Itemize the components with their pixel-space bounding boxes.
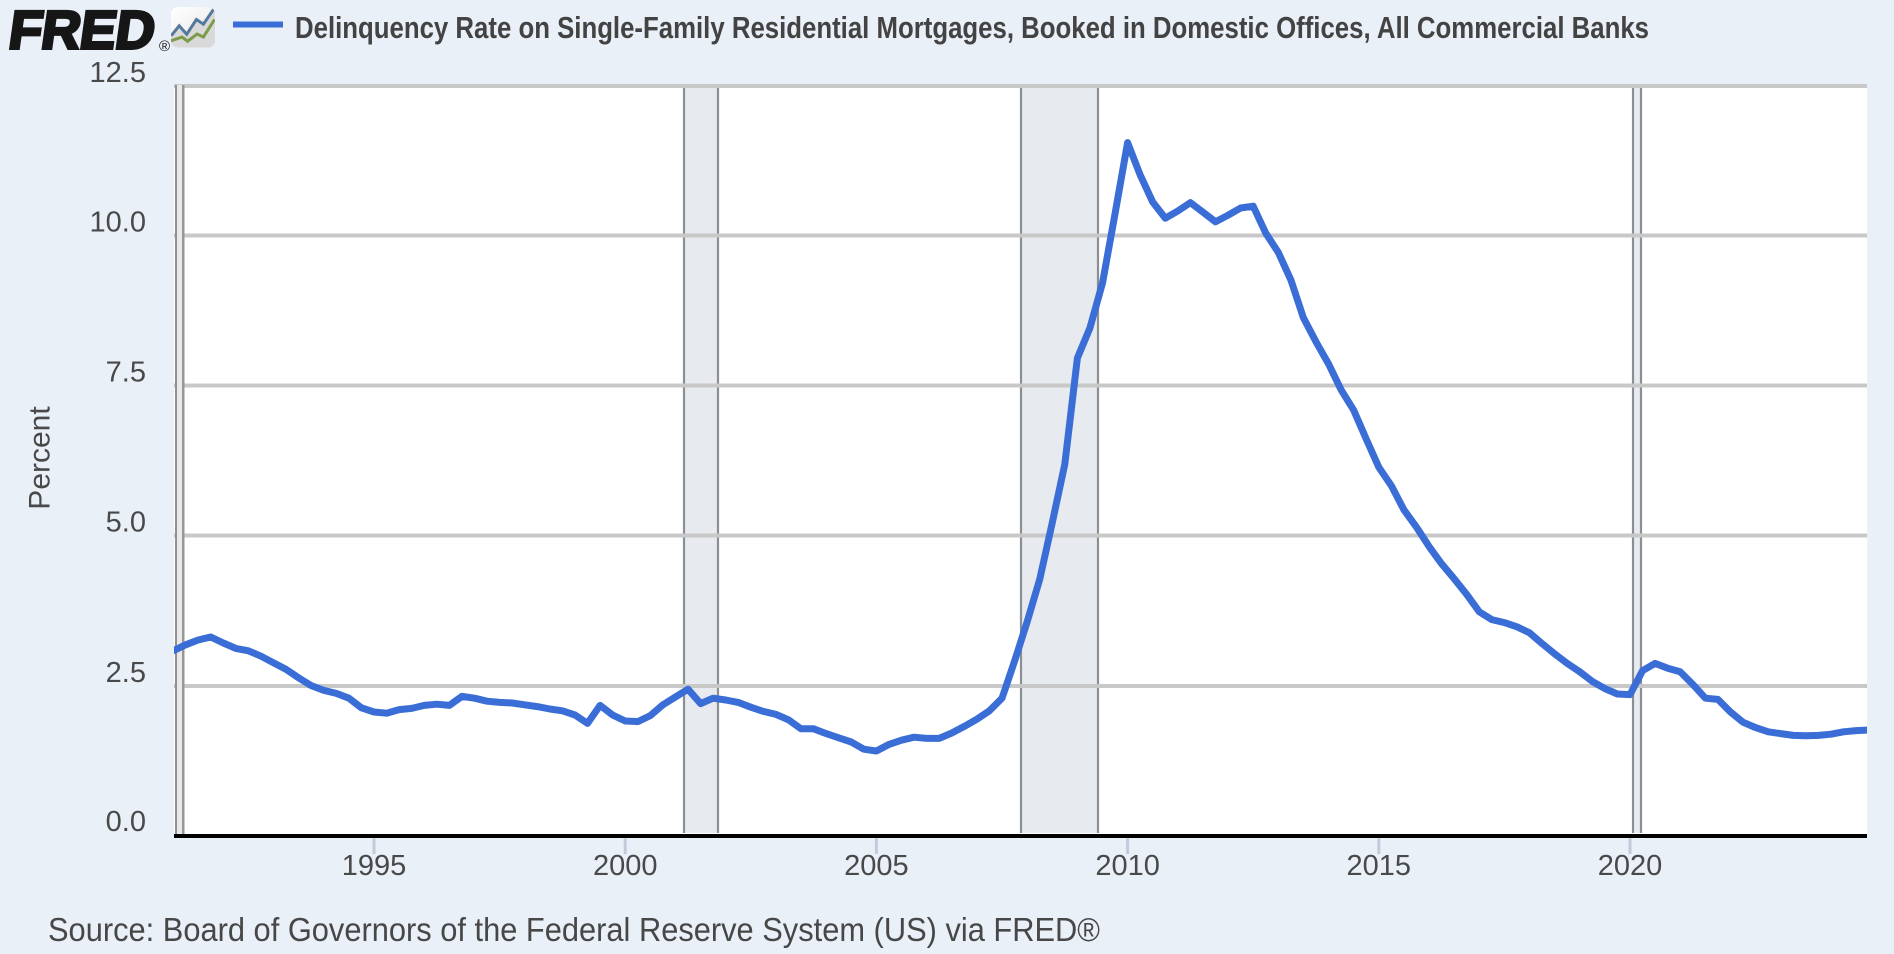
svg-text:2015: 2015 bbox=[1347, 850, 1412, 882]
svg-text:Percent: Percent bbox=[24, 406, 57, 510]
svg-text:7.5: 7.5 bbox=[106, 357, 146, 389]
svg-text:2020: 2020 bbox=[1598, 850, 1663, 882]
svg-text:5.0: 5.0 bbox=[106, 507, 146, 539]
svg-text:12.5: 12.5 bbox=[90, 57, 146, 89]
svg-text:2010: 2010 bbox=[1095, 850, 1160, 882]
svg-text:2005: 2005 bbox=[844, 850, 909, 882]
svg-text:Delinquency Rate on Single-Fam: Delinquency Rate on Single-Family Reside… bbox=[295, 10, 1649, 45]
svg-text:2000: 2000 bbox=[593, 850, 658, 882]
svg-text:Source: Board of Governors of: Source: Board of Governors of the Federa… bbox=[48, 911, 1100, 948]
svg-text:10.0: 10.0 bbox=[90, 207, 146, 239]
svg-text:0.0: 0.0 bbox=[106, 806, 146, 838]
svg-text:FRED: FRED bbox=[5, 1, 158, 61]
svg-text:2.5: 2.5 bbox=[106, 657, 146, 689]
svg-text:®: ® bbox=[159, 38, 170, 55]
svg-text:1995: 1995 bbox=[342, 850, 407, 882]
